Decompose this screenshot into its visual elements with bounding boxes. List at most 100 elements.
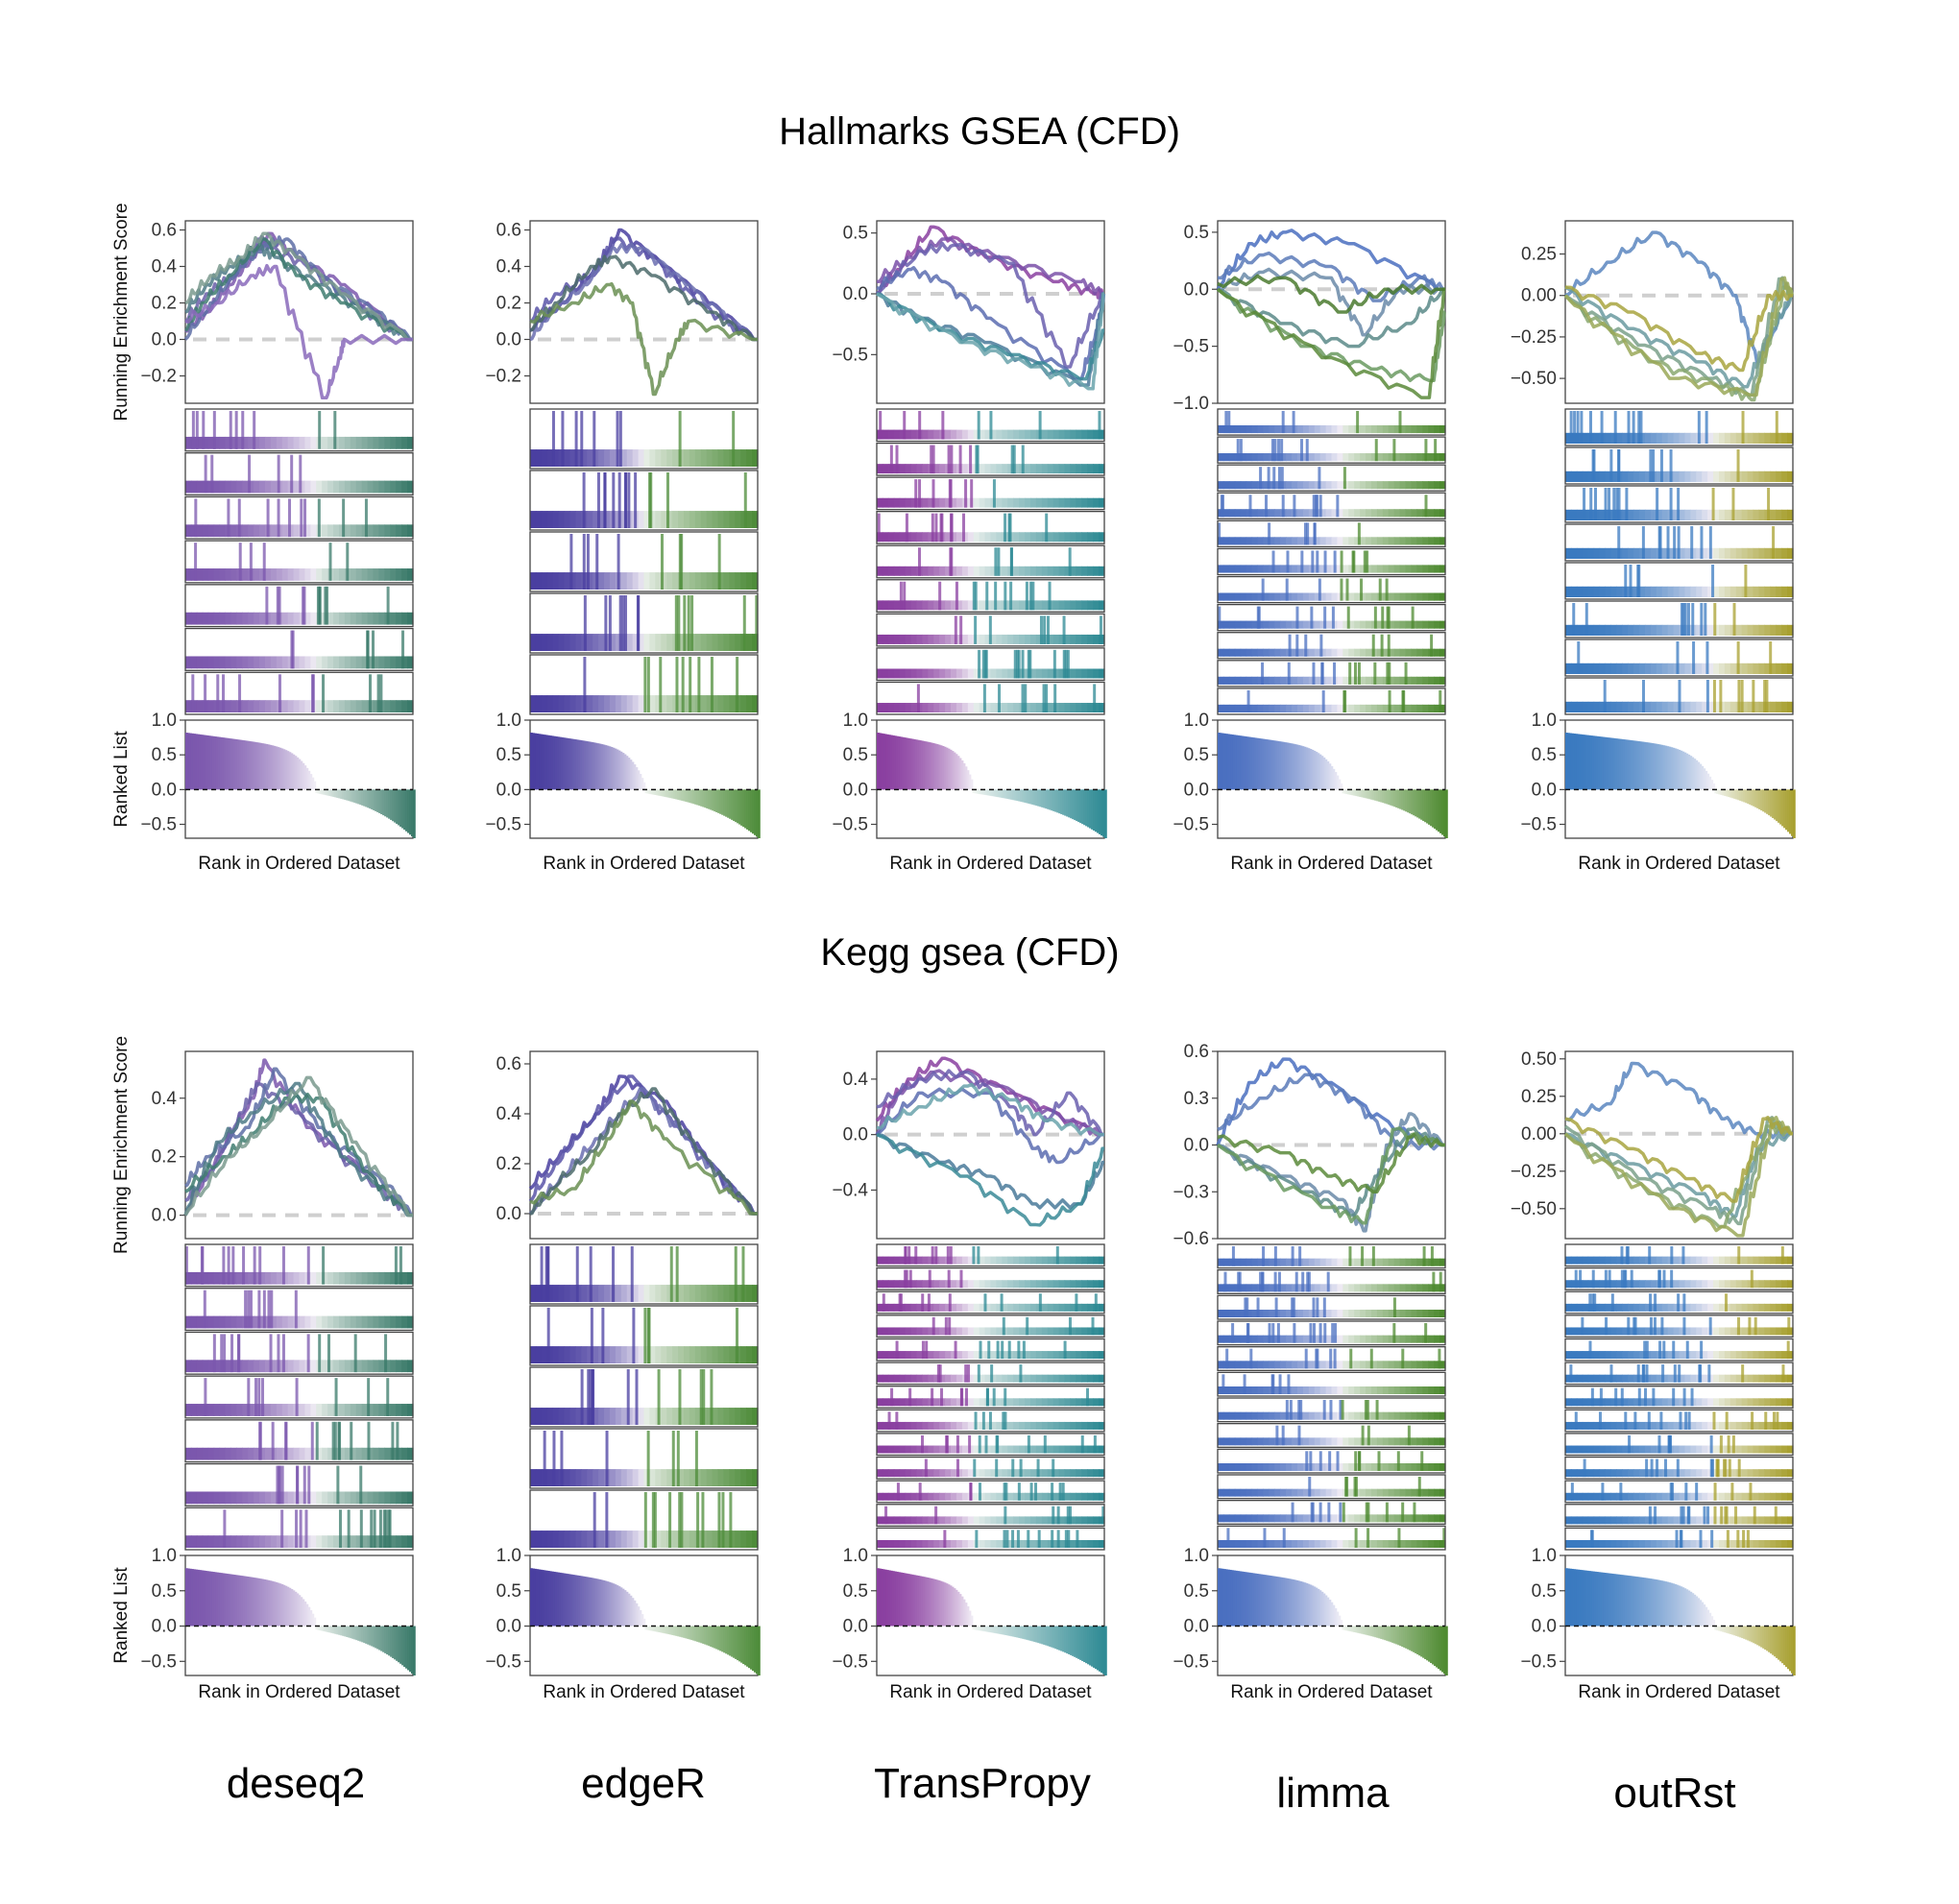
hit-gradient-segment [955,1256,963,1265]
hit-gradient-segment [401,612,408,625]
hit-gradient-segment [1081,464,1088,474]
hit-gradient-segment [407,1447,414,1460]
hit-gradient-segment [1684,701,1691,712]
hit-gradient-segment [717,1530,725,1548]
hit-gradient-segment [316,1315,323,1329]
hit-gradient-segment [384,524,391,538]
hit-gradient-segment [1296,592,1304,601]
hit-gradient-segment [546,1346,554,1363]
hit-gradient-segment [1296,1386,1304,1394]
hit-gradient-segment [877,1540,883,1548]
ranked-bar [188,1568,192,1627]
hit-gradient-segment [396,568,402,581]
hit-gradient-segment [979,1256,986,1265]
hit-gradient-segment [916,1280,923,1289]
ranked-bar [1322,757,1326,790]
hit-gradient-segment [281,1271,289,1285]
hit-gradient-segment [683,634,690,651]
hit-gradient-segment [604,1285,611,1302]
hit-gradient-segment [1280,1386,1287,1394]
hit-gradient-segment [1376,565,1384,573]
hit-gradient-segment [1325,481,1333,490]
hit-gradient-segment [1610,586,1617,597]
hit-gradient-segment [1382,537,1390,545]
hit-gradient-segment [1081,1351,1088,1360]
hit-gradient-segment [1787,432,1794,444]
ranked-bar [887,1570,891,1627]
hit-gradient-segment [1007,668,1014,679]
hit-gradient-segment [916,1327,923,1336]
ranked-bar [660,1626,664,1633]
es-series-line [1217,251,1445,302]
hit-gradient-segment [1269,1437,1275,1446]
ranked-bar [558,736,562,790]
hit-gradient-segment [242,656,249,669]
hit-gradient-segment [746,634,753,651]
hit-gradient-segment [951,1398,957,1407]
ranked-bar [1368,789,1372,800]
hit-gradient-segment [661,511,667,528]
hit-gradient-segment [196,1271,204,1285]
hit-gradient-segment [1099,600,1105,611]
hit-gradient-segment [1002,1351,1008,1360]
hit-gradient-segment [1416,481,1423,490]
hit-gradient-segment [887,1256,895,1265]
hit-gradient-segment [1002,634,1008,644]
hit-gradient-segment [955,1398,963,1407]
hit-gradient-segment [333,1491,340,1505]
hit-gradient-segment [746,1285,753,1302]
hit-gradient-segment [1222,592,1230,601]
hit-gradient-segment [933,1445,940,1454]
hit-gradient-segment [1576,586,1584,597]
hit-gradient-segment [882,1421,889,1430]
hit-gradient-segment [1047,1303,1054,1312]
hit-gradient-segment [1348,509,1355,518]
hit-gradient-segment [700,1285,708,1302]
ranked-bar [1336,775,1340,790]
ranked-bar [1768,789,1771,816]
ranked-bar [1022,1626,1026,1639]
hit-gradient-segment [922,668,929,679]
hit-gradient-segment [1002,566,1008,576]
hit-gradient-segment [541,1285,548,1302]
hit-gradient-segment [615,1285,622,1302]
hit-gradient-segment [1041,429,1049,440]
hit-gradient-segment [1439,592,1446,601]
ranked-bar [694,789,698,805]
ranked-bar [1054,1626,1057,1650]
hit-gradient-segment [1724,509,1731,520]
hit-gradient-segment [922,1516,929,1525]
ranked-bar [369,789,372,809]
ranked-bar [708,789,711,809]
hit-track [876,1243,1105,1267]
hit-gradient-segment [1360,592,1366,601]
ranked-bar [261,1579,265,1627]
ranked-bar [1614,738,1618,790]
hit-gradient-segment [1286,592,1293,601]
hit-gradient-segment [396,1447,402,1460]
hit-gradient-segment [961,703,969,712]
hit-gradient-segment [1240,1411,1247,1420]
hit-gradient-segment [740,1469,747,1486]
hit-gradient-segment [1007,1445,1014,1454]
hit-gradient-segment [1576,701,1584,712]
hit-gradient-segment [350,436,357,449]
hit-gradient-segment [1565,432,1572,444]
hit-gradient-segment [689,572,696,590]
es-tick-label: 0.4 [496,1104,522,1124]
hit-gradient-segment [1376,1335,1384,1343]
hit-gradient-segment [1342,620,1349,629]
hit-gradient-segment [242,524,249,538]
hit-gradient-segment [276,1404,283,1416]
hit-gradient-segment [1052,1492,1060,1501]
hit-gradient-segment [207,1404,215,1416]
hit-gradient-segment [1587,663,1595,674]
hit-gradient-segment [955,497,963,508]
hit-gradient-segment [717,1408,725,1425]
ranked-bar [987,1626,991,1632]
hit-gradient-segment [1257,424,1264,434]
hit-gradient-segment [276,1271,283,1285]
hit-gradient-segment [1041,1469,1049,1478]
hit-track-frame [876,1362,1105,1386]
hit-gradient-segment [1058,634,1066,644]
